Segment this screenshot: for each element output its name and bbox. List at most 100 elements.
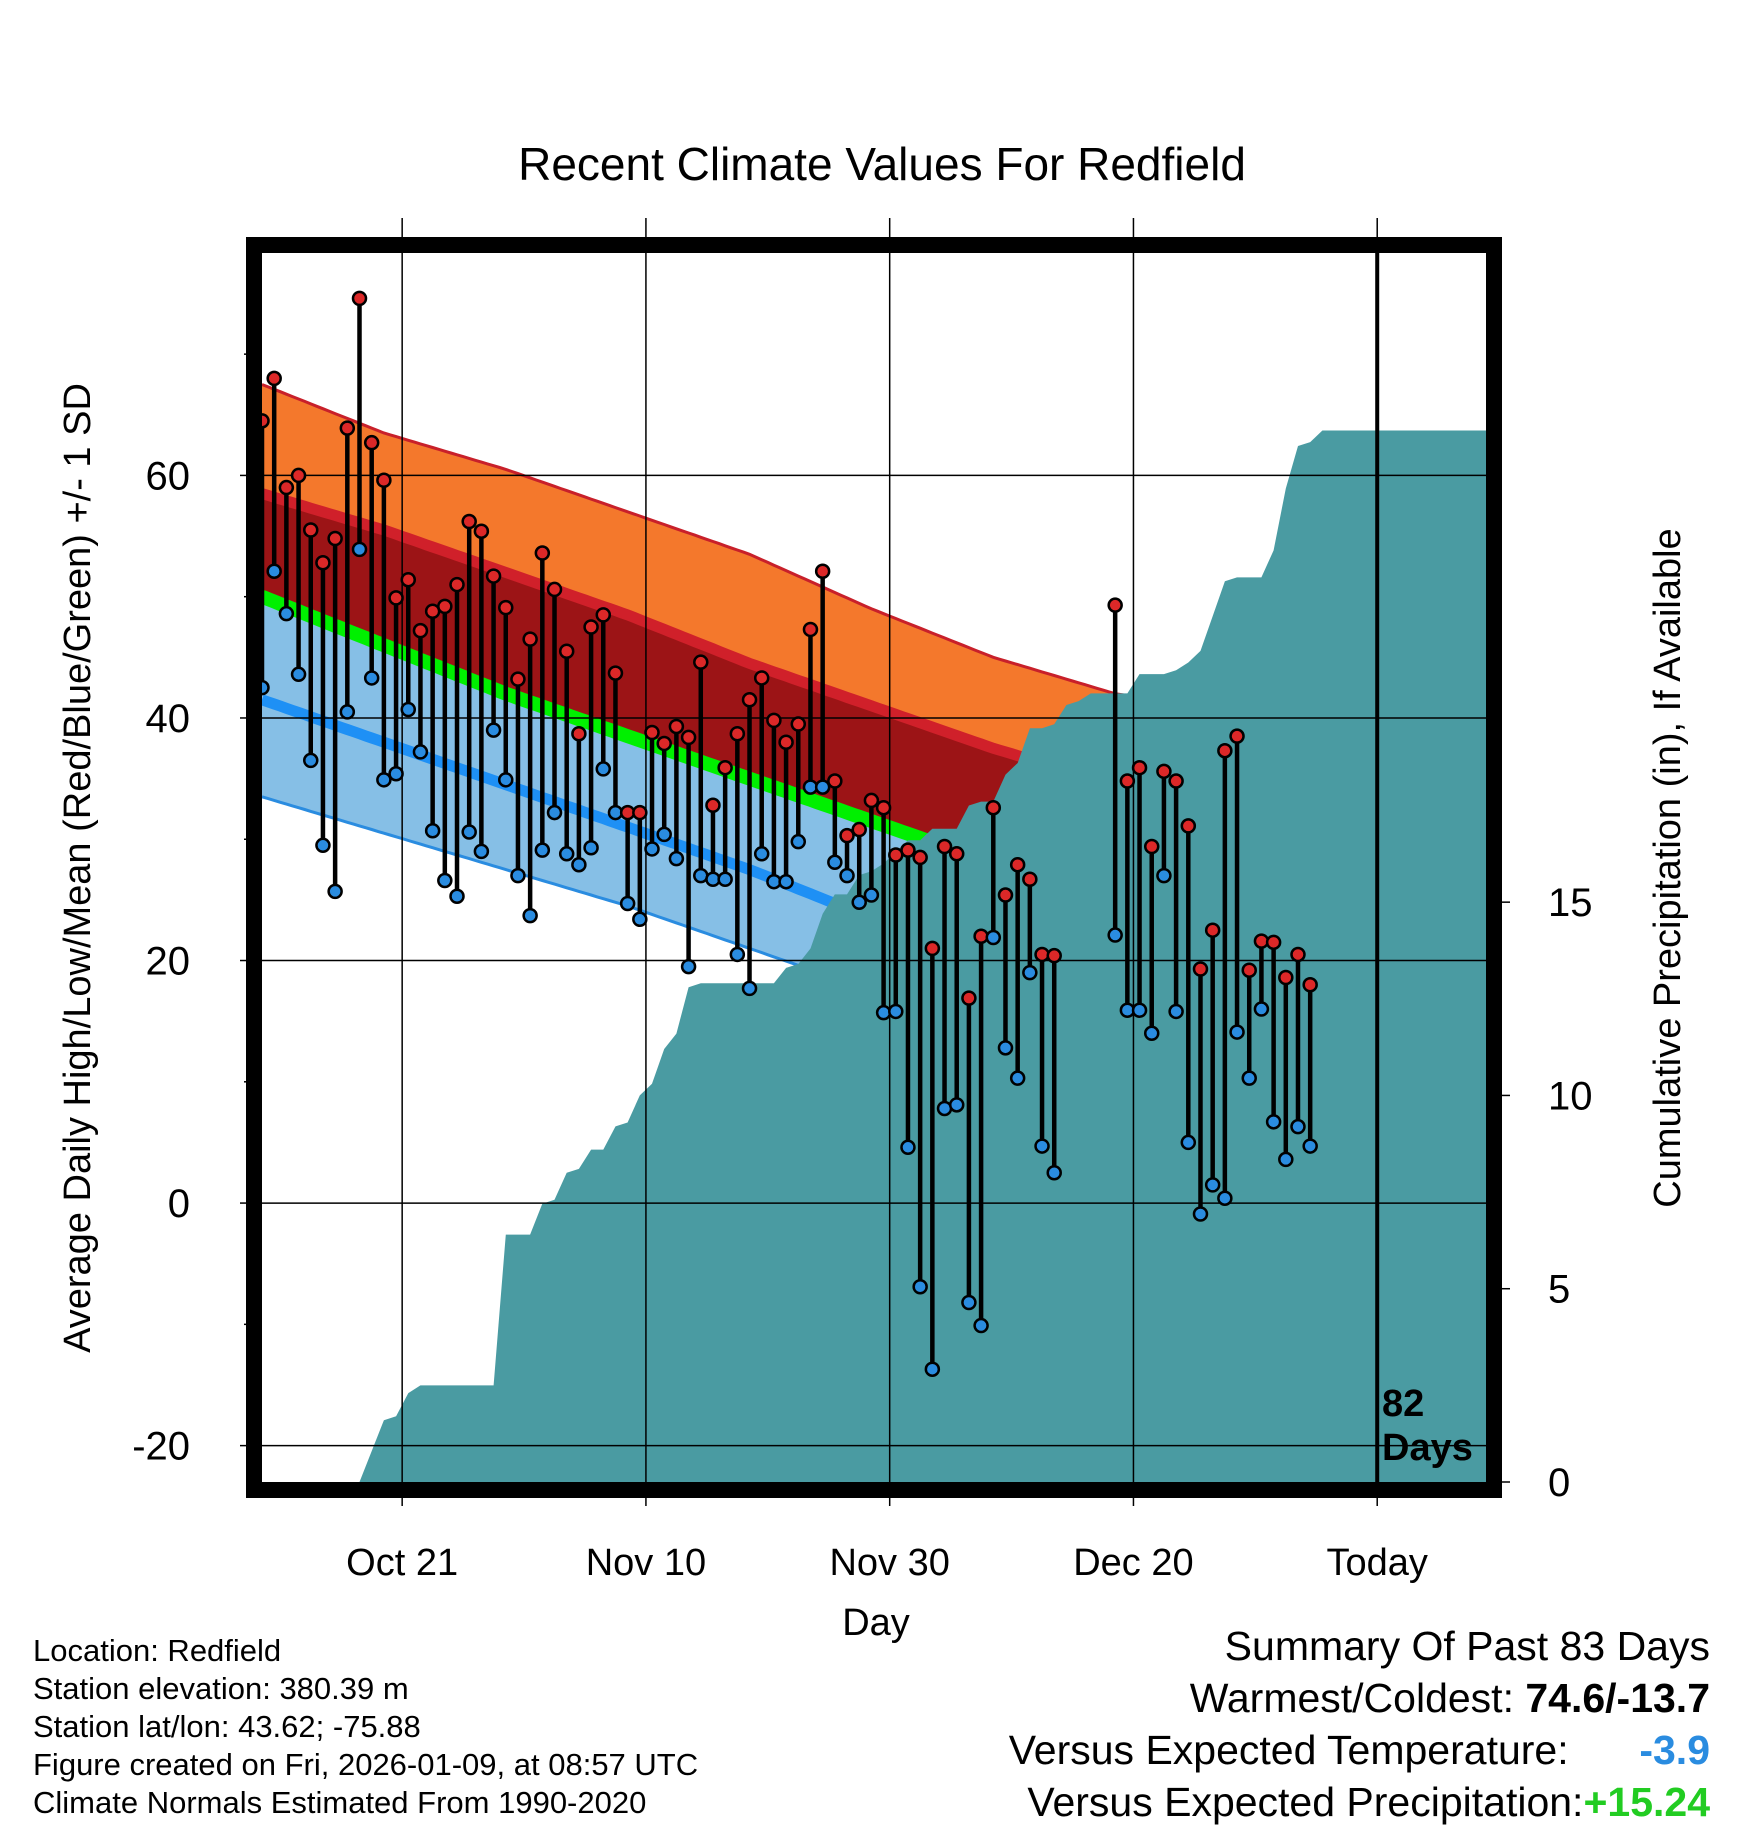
summary-warm-cold: Warmest/Coldest: 74.6/-13.7 (1009, 1672, 1710, 1724)
today-days-count: 82 (1382, 1383, 1424, 1425)
low-temp-point (546, 804, 563, 821)
high-temp-point (1204, 922, 1221, 938)
observations (262, 290, 1318, 1377)
y-tick-label: 40 (146, 697, 191, 741)
low-temp-point (924, 1361, 941, 1377)
high-temp-point (1290, 946, 1306, 963)
high-temp-point (1046, 947, 1062, 964)
low-temp-point (729, 946, 746, 963)
y-tick-label: 20 (146, 940, 191, 984)
low-temp-point (778, 873, 794, 890)
warm-cold-value: 74.6/-13.7 (1525, 1675, 1710, 1721)
high-temp-point (303, 522, 319, 538)
y2-axis-label: Cumulative Precipitation (in), If Availa… (1647, 528, 1689, 1207)
summary-panel: Summary Of Past 83 Days Warmest/Coldest:… (1009, 1620, 1710, 1828)
low-temp-point (424, 823, 441, 839)
high-temp-point (412, 622, 429, 639)
low-temp-point (1217, 1190, 1233, 1206)
low-temp-point (363, 670, 380, 686)
low-temp-point (461, 824, 477, 840)
low-temp-point (997, 1040, 1014, 1056)
low-temp-point (376, 772, 392, 788)
low-temp-point (571, 856, 587, 873)
low-temp-point (351, 541, 368, 558)
low-temp-point (262, 679, 270, 696)
low-temp-point (290, 666, 307, 683)
low-temp-point (1192, 1206, 1209, 1222)
y2-tick-label: 10 (1548, 1074, 1593, 1118)
x-tick-label: Nov 30 (829, 1542, 949, 1584)
low-temp-point (498, 772, 514, 788)
precip-label: Versus Expected Precipitation: (1027, 1779, 1584, 1825)
x-tick-label: Today (1327, 1542, 1428, 1584)
high-temp-point (1278, 969, 1294, 986)
y2-tick-label: 0 (1548, 1461, 1570, 1505)
high-temp-point (814, 563, 831, 579)
low-temp-point (753, 846, 770, 862)
high-temp-point (262, 413, 270, 429)
low-temp-point (680, 958, 697, 975)
temp-label: Versus Expected Temperature: (1008, 1727, 1580, 1773)
high-temp-point (522, 631, 538, 647)
low-temp-point (1107, 927, 1123, 943)
low-temp-point (632, 911, 648, 928)
high-temp-point (473, 523, 490, 539)
footer-location: Location: Redfield (33, 1633, 282, 1668)
high-temp-point (351, 290, 368, 307)
high-temp-point (851, 821, 867, 838)
low-temp-point (1046, 1165, 1062, 1181)
low-temp-point (1302, 1138, 1318, 1154)
high-temp-point (961, 990, 977, 1006)
high-temp-point (339, 420, 356, 436)
high-temp-point (595, 607, 612, 623)
high-temp-point (766, 712, 782, 729)
low-temp-point (973, 1317, 989, 1334)
high-temp-point (680, 729, 697, 746)
footer-elevation: Station elevation: 380.39 m (33, 1671, 409, 1706)
low-temp-point (827, 854, 843, 871)
footer-info: Location: Redfield Station elevation: 38… (33, 1632, 698, 1822)
high-temp-point (1241, 962, 1257, 978)
low-temp-point (1265, 1114, 1282, 1130)
high-temp-point (693, 654, 709, 670)
high-temp-point (583, 619, 599, 635)
footer-created: Figure created on Fri, 2026-01-09, at 08… (33, 1747, 699, 1782)
low-temp-point (1253, 1001, 1270, 1017)
chart-title: Recent Climate Values For Redfield (518, 138, 1246, 190)
low-temp-point (644, 841, 660, 857)
low-temp-point (1131, 1002, 1148, 1018)
high-temp-point (498, 599, 514, 616)
normal-bands (262, 383, 1493, 1482)
high-temp-point (1217, 742, 1233, 759)
high-temp-point (1143, 838, 1160, 855)
high-temp-point (778, 734, 794, 750)
low-temp-point (1143, 1025, 1160, 1042)
axes: -20 0 20 40 60 0 5 10 15 Oct 21 Nov 10 Nov 30 Dec 20… (132, 218, 1593, 1584)
plot-frame (246, 237, 1502, 1498)
high-temp-point (534, 545, 551, 561)
low-temp-point (961, 1294, 977, 1311)
low-temp-point (1241, 1070, 1257, 1086)
high-temp-point (571, 725, 587, 742)
low-temp-point (839, 867, 855, 884)
low-temp-point (1168, 1003, 1184, 1020)
low-temp-point (790, 833, 807, 850)
precipitation-area (359, 430, 1493, 1482)
low-temp-point (948, 1097, 965, 1113)
high-temp-point (278, 479, 295, 496)
low-temp-point (656, 826, 672, 843)
low-temp-point (473, 843, 490, 860)
high-temp-point (461, 513, 477, 530)
high-temp-point (1119, 773, 1136, 789)
high-temp-point (1180, 818, 1197, 834)
precip-value: +15.24 (1583, 1779, 1710, 1825)
high-temp-point (997, 887, 1014, 903)
high-temp-point (449, 576, 465, 593)
low-temp-point (985, 929, 1002, 946)
high-temp-point (729, 725, 746, 742)
summary-precip: Versus Expected Precipitation:+15.24 (1009, 1776, 1710, 1828)
high-temp-point (717, 759, 733, 776)
x-tick-label: Dec 20 (1073, 1542, 1193, 1584)
high-temp-point (388, 590, 404, 606)
low-temp-point (900, 1139, 916, 1156)
